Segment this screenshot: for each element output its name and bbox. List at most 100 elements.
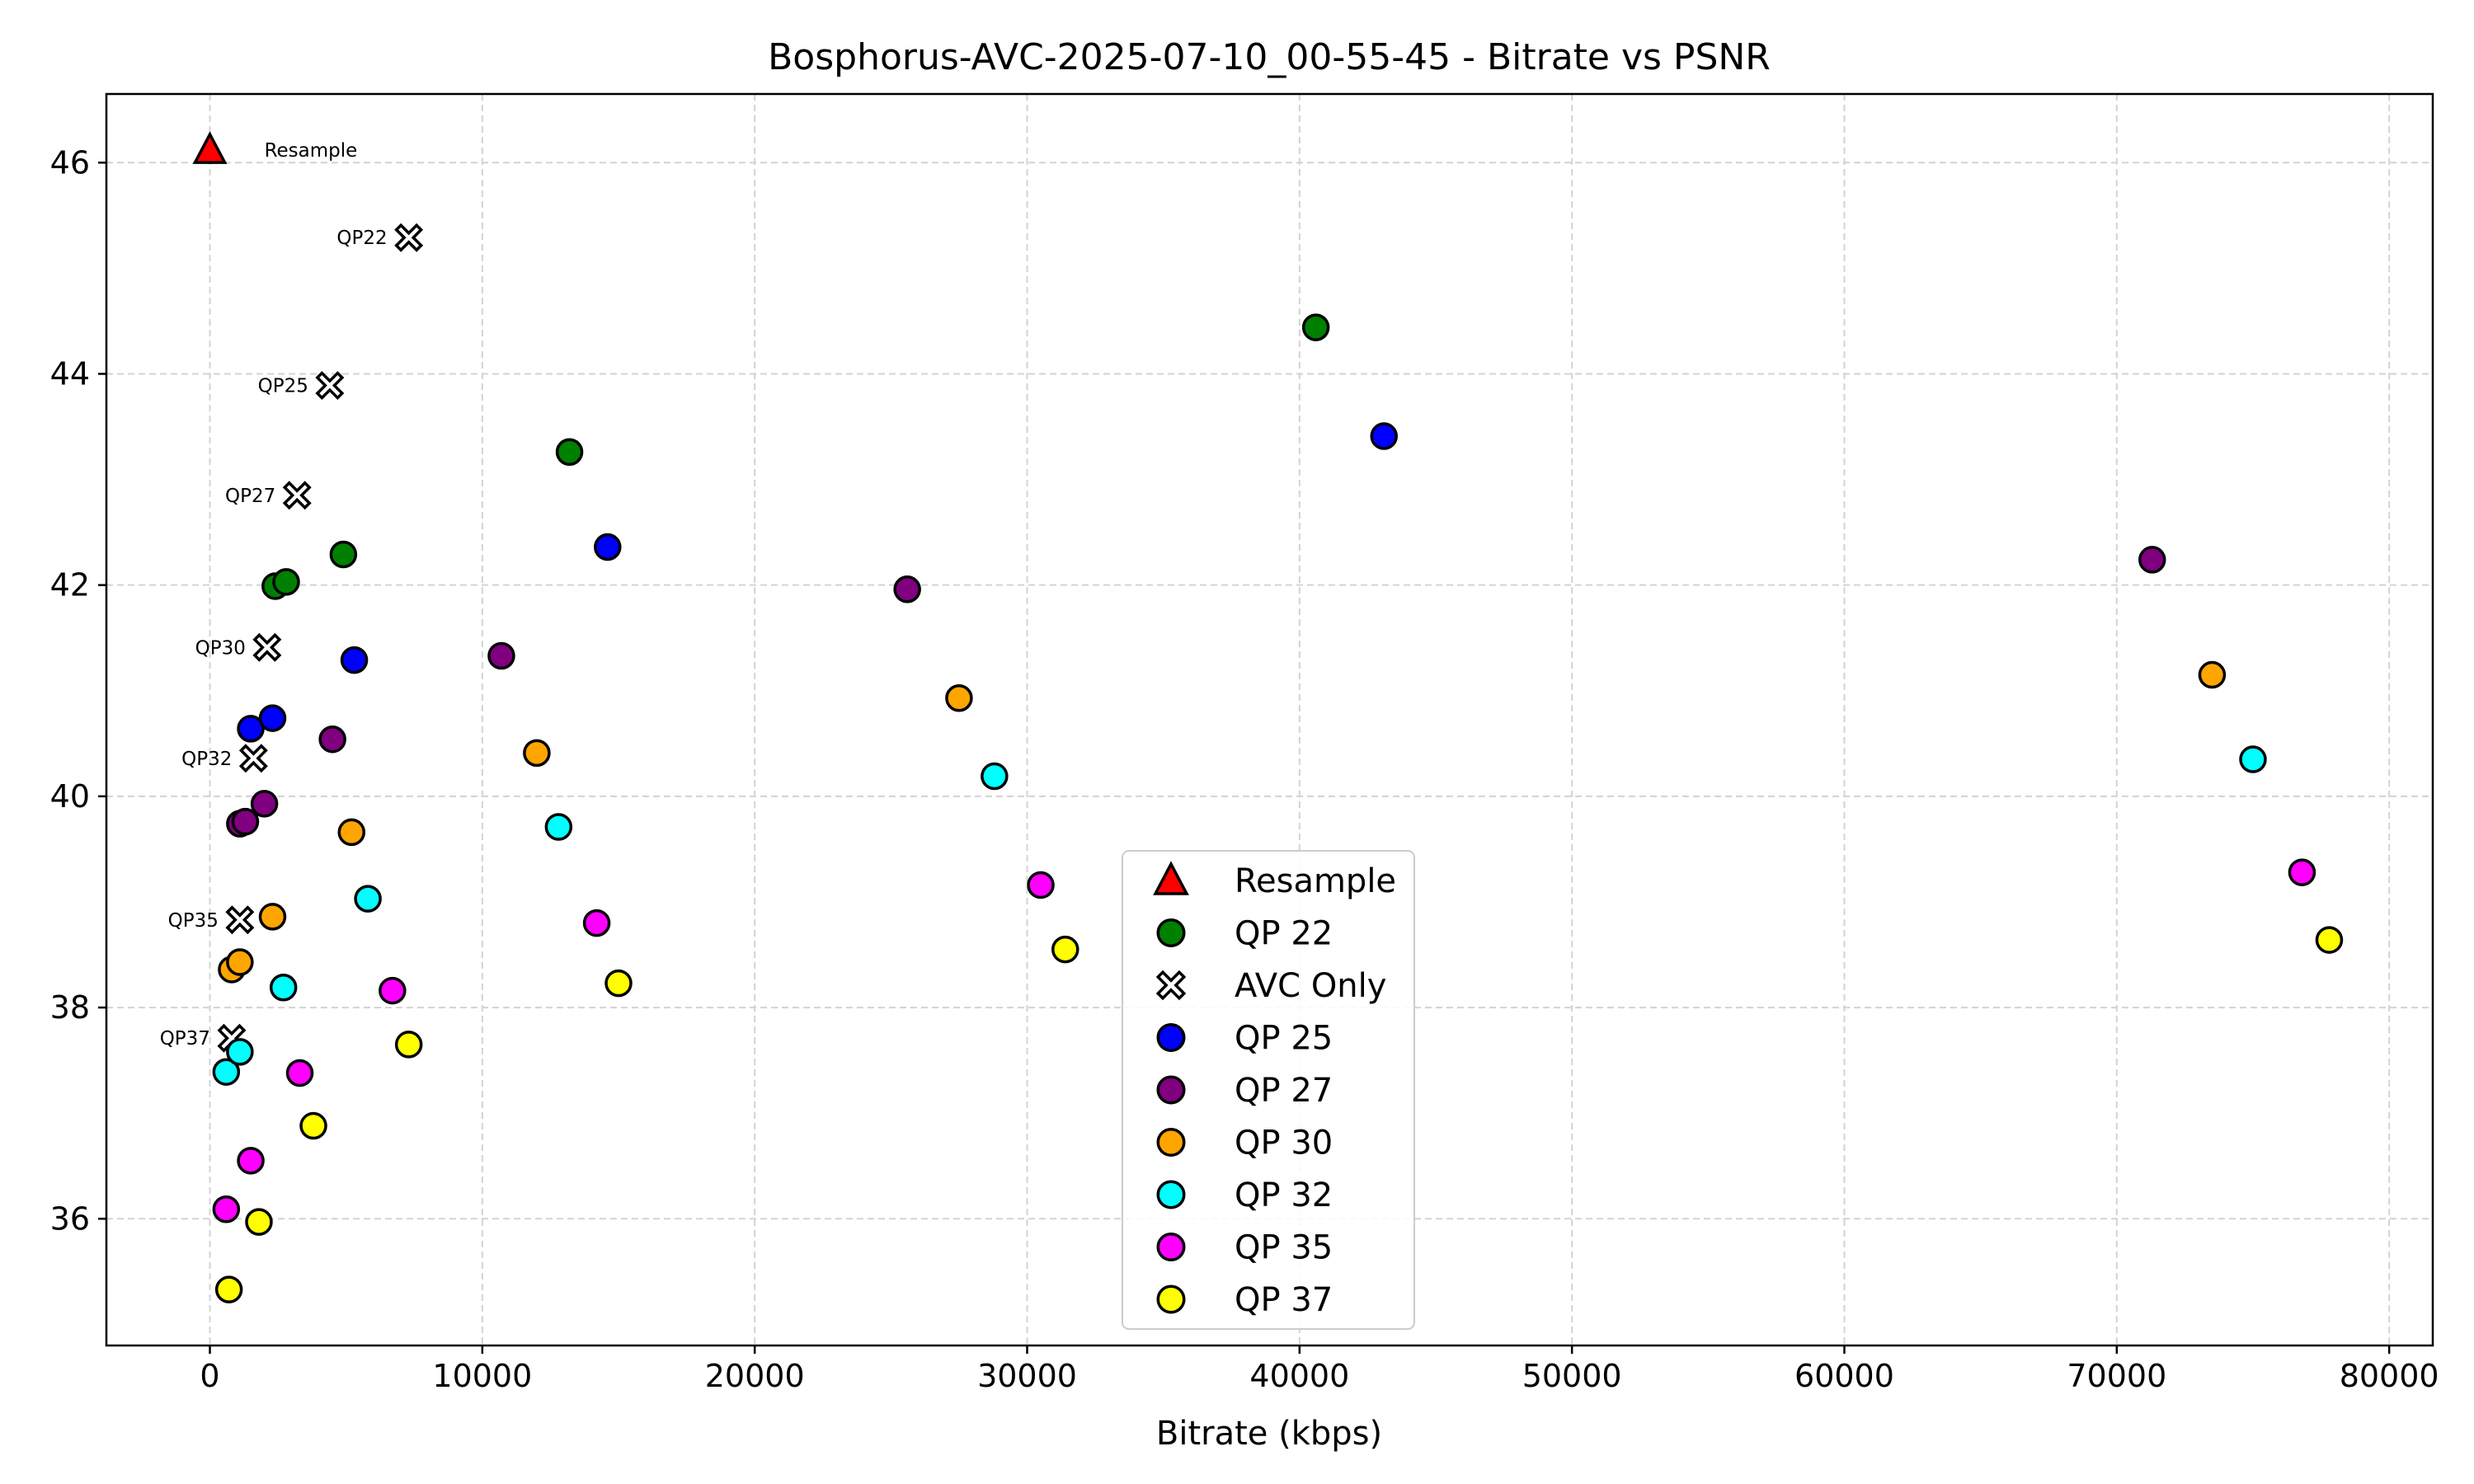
data-point-qp-27-3 <box>250 790 279 818</box>
legend-label-qp-27: QP 27 <box>1235 1072 1333 1110</box>
data-point-avc-only-2 <box>315 371 345 401</box>
data-point-qp-37-2 <box>245 1208 273 1236</box>
y-tick-label: 40 <box>50 778 90 815</box>
legend-marker-avc-only <box>1155 970 1187 1001</box>
point-annotation-qp32: QP32 <box>181 749 232 770</box>
data-point-qp-27-4 <box>318 725 346 754</box>
legend-marker-qp-22 <box>1156 918 1186 947</box>
series-qp-25 <box>237 422 1398 743</box>
data-point-qp-32-5 <box>544 813 573 841</box>
data-point-qp-35-1 <box>212 1195 241 1223</box>
series-qp-22 <box>261 313 1330 600</box>
x-tick-label: 80000 <box>2340 1358 2439 1394</box>
data-point-qp-35-3 <box>285 1059 314 1087</box>
data-layer: QP22 QP25 QP27 QP30 QP32 QP35 QP37 Resample <box>160 131 2344 1303</box>
data-point-qp-30-3 <box>258 903 287 931</box>
legend-label-resample: Resample <box>1235 862 1396 900</box>
legend-marker-qp-32 <box>1156 1180 1186 1209</box>
data-point-qp-37-1 <box>214 1275 243 1303</box>
y-tick-label: 38 <box>50 989 90 1026</box>
data-point-qp-35-7 <box>2288 858 2316 886</box>
point-annotation-qp27: QP27 <box>225 486 275 507</box>
data-point-avc-only-6 <box>225 905 255 935</box>
x-axis-label: Bitrate (kbps) <box>1156 1415 1382 1453</box>
data-point-qp-25-4 <box>594 533 622 561</box>
y-tick-label: 42 <box>50 567 90 603</box>
data-point-qp-25-2 <box>258 704 287 732</box>
x-tick-label: 10000 <box>432 1358 532 1394</box>
data-point-qp-27-6 <box>893 575 921 603</box>
legend-label-qp-37: QP 37 <box>1235 1281 1333 1319</box>
data-point-qp-30-5 <box>523 739 551 768</box>
series-qp-32 <box>212 745 2267 1086</box>
axis-ticks: 0 10000 20000 30000 40000 50000 60000 70000 8000… <box>50 144 2439 1394</box>
x-tick-label: 50000 <box>1522 1358 1622 1394</box>
data-point-qp-32-6 <box>981 762 1009 791</box>
data-point-qp-25-3 <box>340 646 369 674</box>
legend-marker-resample <box>1153 861 1189 895</box>
legend-marker-qp-27 <box>1156 1075 1186 1105</box>
data-point-qp-25-1 <box>237 715 265 743</box>
data-point-qp-35-2 <box>237 1147 265 1175</box>
legend-marker-qp-35 <box>1156 1233 1186 1261</box>
series-avc-only: QP22 QP25 QP27 QP30 QP32 QP35 QP37 <box>160 223 424 1053</box>
y-tick-label: 36 <box>50 1200 90 1237</box>
series-qp-27 <box>226 546 2166 838</box>
series-qp-30 <box>218 660 2227 984</box>
data-point-qp-37-5 <box>604 969 633 998</box>
legend-marker-qp-30 <box>1156 1128 1186 1157</box>
data-point-qp-35-4 <box>379 976 407 1005</box>
plot-area-frame <box>105 92 2434 1347</box>
data-point-avc-only-4 <box>252 632 282 662</box>
data-point-resample-1 <box>192 131 228 164</box>
data-point-qp-25-5 <box>1370 422 1398 450</box>
data-point-qp-30-4 <box>337 818 366 847</box>
chart-title: Bosphorus-AVC-2025-07-10_00-55-45 - Bitr… <box>768 36 1771 78</box>
data-point-qp-22-2 <box>272 568 300 596</box>
x-tick-label: 60000 <box>1794 1358 1894 1394</box>
point-annotation-qp37: QP37 <box>160 1028 210 1050</box>
data-point-qp-27-7 <box>2138 546 2166 574</box>
data-point-qp-32-1 <box>212 1058 241 1086</box>
point-annotation-qp35: QP35 <box>168 910 219 932</box>
legend-label-qp-32: QP 32 <box>1235 1176 1333 1214</box>
data-point-avc-only-3 <box>282 481 312 510</box>
y-tick-label: 44 <box>50 355 90 392</box>
data-point-qp-35-6 <box>1027 871 1055 899</box>
data-point-qp-32-2 <box>226 1038 254 1066</box>
data-point-qp-32-7 <box>2239 745 2267 773</box>
point-annotation-qp30: QP30 <box>195 637 246 659</box>
data-point-qp-30-7 <box>2198 660 2227 689</box>
x-tick-label: 0 <box>200 1358 219 1394</box>
data-point-avc-only-1 <box>394 223 424 252</box>
data-point-qp-30-2 <box>226 948 254 976</box>
data-point-qp-37-6 <box>1051 935 1079 964</box>
data-point-qp-30-6 <box>945 683 973 712</box>
legend-label-qp-22: QP 22 <box>1235 915 1333 953</box>
series-resample <box>192 131 228 164</box>
point-annotation-qp22: QP22 <box>336 228 387 249</box>
legend-marker-qp-25 <box>1156 1023 1186 1052</box>
x-tick-label: 20000 <box>705 1358 805 1394</box>
data-point-qp-22-3 <box>329 540 358 569</box>
data-point-qp-35-5 <box>582 909 611 937</box>
data-point-qp-27-2 <box>231 807 260 836</box>
data-point-qp-37-7 <box>2315 926 2344 954</box>
data-point-qp-32-4 <box>354 885 382 913</box>
data-point-qp-32-3 <box>269 973 298 1002</box>
legend: Resample QP 22 AVC Only QP 25 QP 27 QP 30 QP 3… <box>1122 850 1415 1330</box>
series-qp-35 <box>212 858 2316 1223</box>
data-point-qp-22-4 <box>555 438 584 467</box>
annotation-resample: Resample <box>265 140 358 162</box>
x-tick-label: 40000 <box>1249 1358 1349 1394</box>
x-tick-label: 30000 <box>977 1358 1077 1394</box>
point-annotation-qp25: QP25 <box>258 376 308 397</box>
legend-marker-qp-37 <box>1156 1284 1186 1314</box>
data-point-avc-only-5 <box>238 744 268 773</box>
legend-label-avc-only: AVC Only <box>1235 967 1386 1005</box>
y-tick-label: 46 <box>50 144 90 181</box>
legend-label-qp-35: QP 35 <box>1235 1229 1333 1267</box>
data-point-qp-37-3 <box>299 1111 327 1140</box>
series-qp-37 <box>214 926 2344 1303</box>
